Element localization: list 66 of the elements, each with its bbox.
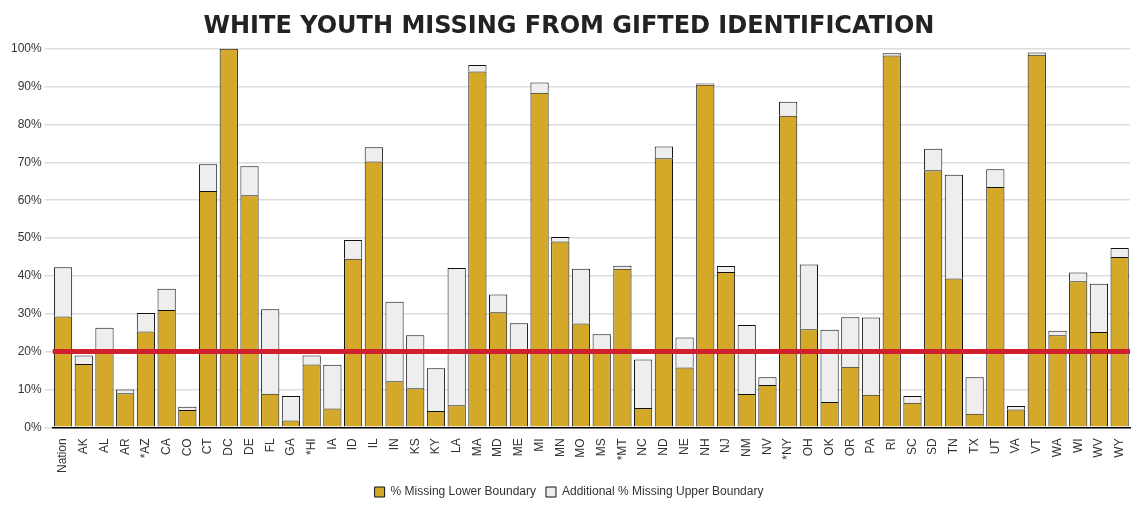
x-tick-label: KY: [428, 438, 443, 455]
legend-label: % Missing Lower Boundary: [390, 484, 536, 499]
x-tick-label: FL: [262, 438, 277, 453]
x-tick-label: VT: [1029, 437, 1044, 454]
x-tick-label: NH: [697, 438, 712, 456]
x-tick-label: UT: [987, 437, 1002, 455]
x-tick-label: TN: [946, 438, 961, 455]
x-tick-label: WV: [1091, 438, 1106, 458]
x-tick-label: NE: [676, 438, 691, 455]
y-tick-label: 70%: [17, 154, 43, 169]
x-tick-label: MI: [531, 438, 546, 452]
x-tick-label: WI: [1070, 438, 1085, 453]
x-tick-label: OK: [821, 438, 836, 456]
x-tick-label: SD: [925, 437, 940, 455]
x-tick-label: NC: [635, 437, 650, 456]
chart-title: WHITE YOUTH MISSING FROM GIFTED IDENTIFICATION: [203, 10, 935, 39]
x-tick-label: KS: [407, 438, 422, 455]
x-tick-label: MO: [573, 438, 588, 458]
y-tick-label: 90%: [17, 78, 43, 93]
x-tick-label: AK: [76, 438, 91, 455]
x-tick-label: SC: [904, 437, 919, 455]
x-tick-label: *HI: [303, 438, 318, 455]
y-tick-label: 0%: [24, 419, 43, 434]
x-tick-label: IL: [366, 437, 381, 449]
x-tick-label: GA: [283, 438, 298, 456]
x-tick-label: IN: [386, 438, 401, 451]
x-tick-label: RI: [884, 438, 899, 451]
y-tick-label: 60%: [17, 192, 43, 207]
x-tick-label: MS: [594, 438, 609, 457]
x-tick-label: *NY: [780, 438, 795, 460]
x-tick-label: *AZ: [138, 438, 153, 459]
x-tick-label: CT: [200, 437, 215, 455]
x-tick-label: TX: [966, 438, 981, 454]
x-tick-label: PA: [863, 438, 878, 454]
y-tick-label: 100%: [10, 41, 43, 56]
y-tick-label: 10%: [17, 381, 43, 396]
x-tick-label: CA: [158, 438, 173, 455]
x-tick-label: MD: [490, 437, 505, 457]
x-tick-label: ID: [345, 437, 360, 451]
x-tick-label: WY: [1111, 438, 1126, 458]
x-tick-label: ME: [511, 438, 526, 457]
x-tick-label: ND: [656, 437, 671, 456]
legend-label: Additional % Missing Upper Boundary: [561, 484, 764, 499]
x-tick-label: VA: [1008, 438, 1023, 454]
x-tick-label: *MT: [614, 437, 629, 461]
y-tick-label: 40%: [17, 268, 43, 283]
y-tick-label: 50%: [17, 230, 43, 245]
x-tick-label: NV: [759, 438, 774, 455]
y-tick-label: 20%: [17, 343, 43, 358]
x-tick-label: IA: [324, 438, 339, 450]
x-tick-label: LA: [448, 438, 463, 453]
x-tick-label: OH: [801, 438, 816, 457]
x-tick-label: Nation: [55, 438, 70, 473]
x-tick-label: NM: [739, 438, 754, 457]
x-tick-label: CO: [179, 438, 194, 457]
y-tick-label: 80%: [17, 116, 43, 131]
x-tick-label: MA: [469, 438, 484, 457]
y-tick-label: 30%: [17, 306, 43, 321]
x-tick-label: MN: [552, 438, 567, 457]
x-tick-label: NJ: [718, 438, 733, 453]
x-tick-label: DE: [241, 438, 256, 455]
x-tick-label: WA: [1049, 438, 1064, 458]
x-tick-label: DC: [221, 437, 236, 456]
x-tick-label: OR: [842, 437, 857, 457]
x-tick-label: AL: [96, 438, 111, 453]
x-tick-label: AR: [117, 437, 132, 455]
